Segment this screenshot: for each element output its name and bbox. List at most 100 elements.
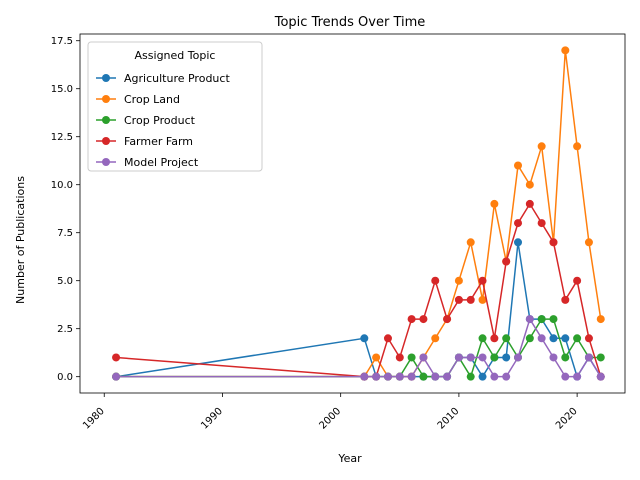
data-point	[360, 334, 369, 343]
data-point	[525, 334, 534, 343]
data-point	[466, 353, 475, 362]
data-point	[431, 372, 440, 381]
series-line	[116, 317, 602, 378]
data-point	[490, 353, 499, 362]
legend-entry: Agriculture Product	[96, 72, 230, 85]
x-tick-label: 2020	[554, 406, 580, 432]
series-3	[112, 199, 605, 381]
data-point	[561, 372, 570, 381]
data-point	[466, 372, 475, 381]
y-tick-label: 15.0	[51, 84, 73, 95]
data-point	[502, 257, 511, 266]
data-point	[596, 353, 605, 362]
legend-label: Agriculture Product	[124, 72, 230, 85]
data-point	[514, 353, 523, 362]
data-point	[584, 334, 593, 343]
data-point	[490, 199, 499, 208]
data-point	[525, 180, 534, 189]
series-line	[115, 242, 602, 379]
legend-label: Model Project	[124, 156, 199, 169]
data-point	[395, 353, 404, 362]
data-point	[419, 353, 428, 362]
data-point	[561, 46, 570, 55]
legend-entry: Model Project	[96, 156, 199, 169]
legend-entry: Crop Product	[96, 114, 196, 127]
y-tick-label: 5.0	[57, 276, 73, 287]
data-point	[466, 295, 475, 304]
data-point	[537, 315, 546, 324]
legend-entry: Farmer Farm	[96, 135, 193, 148]
data-point	[561, 353, 570, 362]
data-point	[514, 238, 523, 247]
legend-frame	[87, 41, 263, 172]
data-point	[573, 276, 582, 285]
legend-entry: Crop Land	[96, 93, 180, 106]
y-tick-label: 17.5	[51, 36, 73, 47]
legend-title: Assigned Topic	[135, 49, 216, 62]
data-point	[490, 334, 499, 343]
data-point	[407, 315, 416, 324]
data-point	[431, 334, 440, 343]
plot-area	[112, 46, 605, 381]
data-point	[419, 315, 428, 324]
legend-label: Farmer Farm	[124, 135, 193, 148]
legend-swatch-marker	[102, 158, 110, 166]
data-point	[525, 315, 534, 324]
data-point	[514, 219, 523, 228]
data-point	[478, 334, 487, 343]
x-axis-label: Year	[337, 452, 362, 465]
data-point	[549, 238, 558, 247]
data-point	[478, 276, 487, 285]
legend-label: Crop Land	[124, 93, 180, 106]
x-tick-label: 1990	[199, 406, 225, 432]
data-point	[537, 334, 546, 343]
legend: Assigned Topic Agriculture Product Crop L…	[87, 41, 263, 172]
data-point	[419, 372, 428, 381]
data-point	[584, 238, 593, 247]
series-0	[112, 238, 605, 381]
legend-swatch-marker	[102, 95, 110, 103]
data-point	[573, 142, 582, 151]
x-tick-label: 2010	[436, 406, 462, 432]
data-point	[584, 353, 593, 362]
data-point	[478, 295, 487, 304]
series-4	[112, 315, 605, 381]
y-axis-label: Number of Publications	[14, 176, 27, 304]
data-point	[549, 353, 558, 362]
data-point	[549, 334, 558, 343]
y-tick-label: 2.5	[57, 324, 73, 335]
data-point	[383, 372, 392, 381]
data-point	[454, 353, 463, 362]
data-point	[454, 276, 463, 285]
legend-label: Crop Product	[124, 114, 196, 127]
data-point	[490, 372, 499, 381]
data-point	[443, 372, 452, 381]
legend-swatch-marker	[102, 74, 110, 82]
data-point	[596, 315, 605, 324]
data-point	[454, 295, 463, 304]
data-point	[407, 372, 416, 381]
chart-title: Topic Trends Over Time	[274, 15, 426, 30]
legend-swatch-marker	[102, 137, 110, 145]
series-line	[116, 202, 602, 378]
axes-frame	[79, 33, 626, 394]
data-point	[112, 372, 121, 381]
data-point	[573, 372, 582, 381]
data-point	[360, 372, 369, 381]
y-tick-label: 10.0	[51, 180, 73, 191]
series-line	[116, 318, 601, 379]
data-point	[549, 315, 558, 324]
data-point	[372, 353, 381, 362]
data-point	[537, 142, 546, 151]
data-point	[112, 353, 121, 362]
x-tick-label: 2000	[317, 406, 343, 432]
data-point	[561, 295, 570, 304]
data-point	[502, 334, 511, 343]
data-point	[525, 199, 534, 208]
data-point	[431, 276, 440, 285]
data-point	[514, 161, 523, 170]
x-tick-label: 1980	[81, 406, 107, 432]
y-tick-label: 12.5	[51, 132, 73, 143]
y-tick-label: 0.0	[57, 372, 73, 383]
